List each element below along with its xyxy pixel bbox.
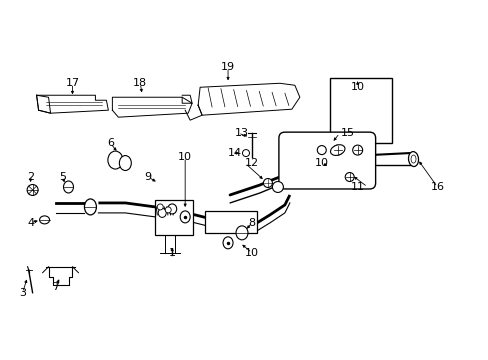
Ellipse shape (27, 184, 38, 195)
Text: 19: 19 (221, 62, 235, 72)
Ellipse shape (263, 179, 272, 188)
Text: 7: 7 (52, 282, 59, 292)
Text: 17: 17 (65, 78, 80, 88)
Ellipse shape (223, 237, 233, 249)
Text: 10: 10 (244, 248, 259, 258)
Bar (204, 211, 256, 233)
Text: 3: 3 (19, 288, 26, 298)
Ellipse shape (345, 172, 353, 181)
Ellipse shape (407, 152, 418, 167)
Ellipse shape (119, 156, 131, 171)
Bar (155, 200, 193, 235)
Text: 16: 16 (429, 182, 444, 192)
Text: 1: 1 (168, 248, 175, 258)
Polygon shape (112, 97, 192, 117)
Ellipse shape (272, 181, 283, 193)
Text: 10: 10 (350, 82, 364, 92)
Text: 6: 6 (107, 138, 114, 148)
Ellipse shape (157, 204, 163, 210)
Text: 5: 5 (59, 172, 66, 182)
Ellipse shape (180, 211, 190, 223)
Polygon shape (48, 267, 72, 285)
Ellipse shape (236, 226, 247, 240)
Text: 10: 10 (314, 158, 328, 168)
Polygon shape (37, 95, 50, 113)
Bar (329, 78, 391, 143)
Text: 4: 4 (27, 218, 34, 228)
Text: 14: 14 (227, 148, 242, 158)
Text: 18: 18 (133, 78, 147, 88)
Text: 12: 12 (244, 158, 259, 168)
Ellipse shape (330, 145, 344, 156)
Ellipse shape (352, 145, 362, 155)
Ellipse shape (165, 207, 171, 213)
Text: 8: 8 (248, 218, 255, 228)
Text: 13: 13 (235, 128, 248, 138)
Ellipse shape (63, 181, 73, 193)
Text: 9: 9 (144, 172, 152, 182)
Ellipse shape (108, 151, 122, 169)
Ellipse shape (84, 199, 96, 215)
Ellipse shape (167, 204, 176, 214)
FancyBboxPatch shape (278, 132, 375, 189)
Text: 2: 2 (27, 172, 34, 182)
Text: 10: 10 (178, 152, 192, 162)
Ellipse shape (410, 155, 415, 163)
Ellipse shape (242, 150, 249, 157)
Ellipse shape (158, 208, 166, 217)
Text: 11: 11 (350, 182, 364, 192)
Polygon shape (37, 95, 108, 113)
Polygon shape (182, 95, 192, 103)
Ellipse shape (317, 145, 325, 154)
Text: 15: 15 (340, 128, 354, 138)
Ellipse shape (332, 145, 342, 155)
Ellipse shape (40, 216, 49, 224)
Polygon shape (198, 83, 299, 115)
